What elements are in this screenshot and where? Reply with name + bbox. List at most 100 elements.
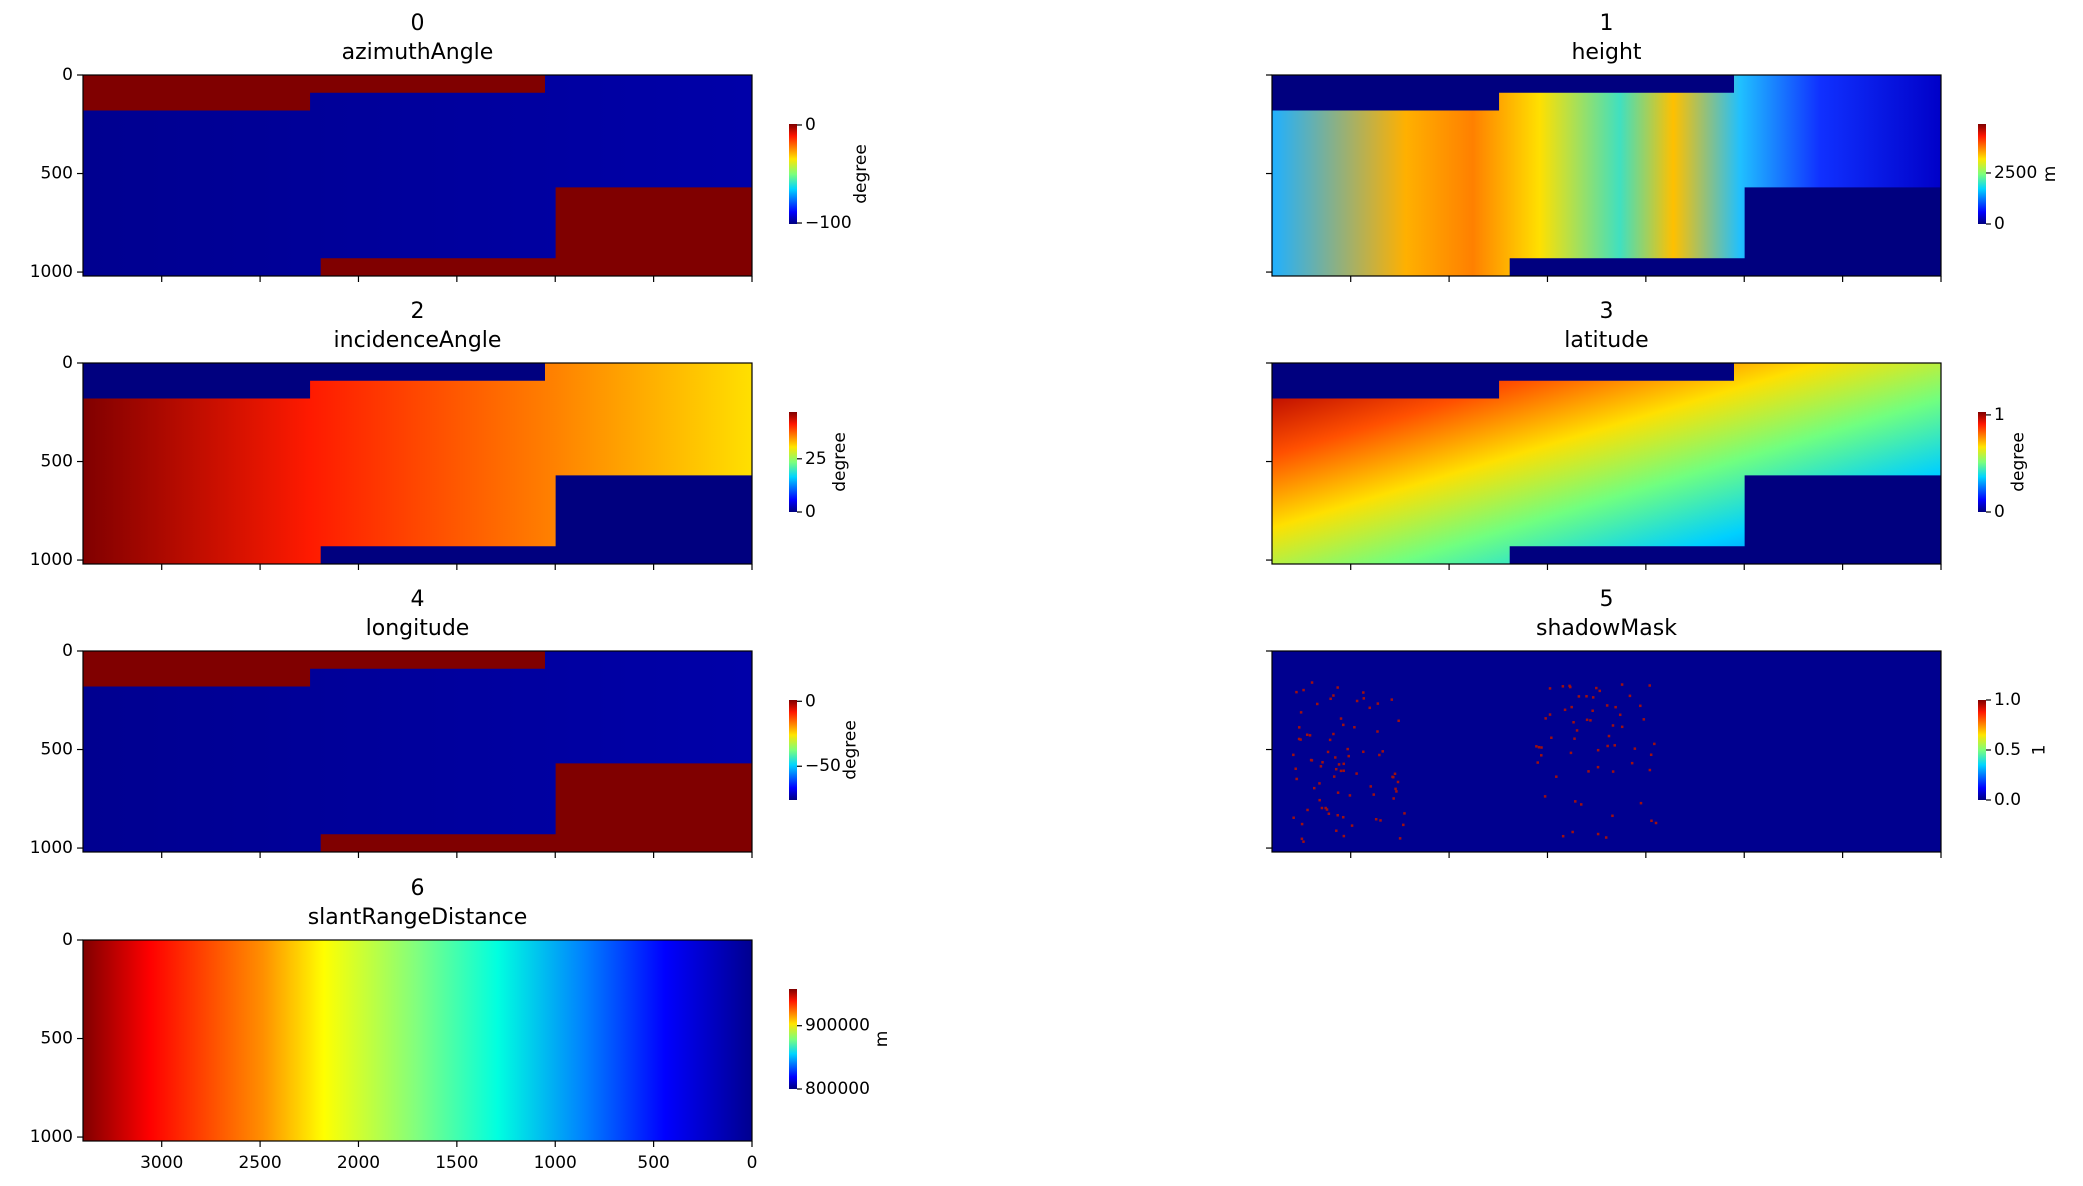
shadow-pixel bbox=[1613, 744, 1616, 747]
shadow-pixel bbox=[1611, 724, 1615, 727]
panel-title: 6 bbox=[411, 876, 425, 901]
y-tick-label: 500 bbox=[41, 1029, 73, 1049]
image-footprint bbox=[83, 363, 752, 564]
shadow-pixel bbox=[1294, 767, 1297, 771]
shadow-pixel bbox=[1368, 706, 1371, 710]
image-footprint bbox=[83, 75, 752, 276]
shadow-pixel bbox=[1639, 704, 1642, 708]
x-tick-label: 500 bbox=[637, 1153, 669, 1173]
image-footprint bbox=[1272, 363, 1941, 564]
shadow-pixel bbox=[1292, 816, 1295, 819]
shadow-pixel bbox=[1561, 685, 1565, 688]
shadow-pixel bbox=[1295, 690, 1298, 694]
colorbar bbox=[789, 700, 797, 800]
shadow-pixel bbox=[1587, 770, 1590, 773]
shadow-pixel bbox=[1572, 721, 1575, 724]
colorbar-label: m bbox=[872, 1031, 892, 1048]
colorbar-label: 1 bbox=[2030, 745, 2050, 756]
colorbar-tick-label: 0 bbox=[1994, 214, 2005, 234]
shadow-pixel bbox=[1346, 747, 1349, 751]
x-tick-label: 3000 bbox=[140, 1153, 183, 1173]
shadow-pixel bbox=[1318, 798, 1321, 802]
colorbar-label: degree bbox=[851, 144, 871, 204]
shadow-pixel bbox=[1577, 695, 1581, 698]
shadow-pixel bbox=[1309, 758, 1313, 762]
colorbar-label: degree bbox=[841, 720, 861, 780]
shadow-pixel bbox=[1628, 694, 1632, 698]
shadow-pixel bbox=[1316, 702, 1319, 706]
shadow-pixel bbox=[1606, 744, 1609, 748]
shadow-pixel bbox=[1596, 832, 1600, 836]
colorbar-tick-label: 1 bbox=[1994, 405, 2005, 425]
shadow-pixel bbox=[1378, 753, 1381, 757]
colorbar-tick-label: 0.5 bbox=[1994, 740, 2021, 760]
shadow-pixel bbox=[1642, 718, 1646, 721]
shadow-pixel bbox=[1305, 733, 1309, 737]
shadow-pixel bbox=[1350, 824, 1354, 827]
shadow-pixel bbox=[1308, 734, 1312, 737]
shadow-pixel bbox=[1395, 790, 1398, 793]
shadow-pixel bbox=[1611, 770, 1615, 773]
shadow-pixel bbox=[1537, 746, 1541, 749]
shadow-pixel bbox=[1633, 747, 1637, 750]
shadow-pixel bbox=[1336, 686, 1339, 689]
shadow-pixel bbox=[1561, 834, 1565, 838]
shadow-pixel bbox=[1591, 696, 1595, 699]
shadow-pixel bbox=[1569, 685, 1572, 689]
panel-title: 4 bbox=[411, 587, 425, 612]
shadow-pixel bbox=[1394, 787, 1397, 791]
shadow-pixel bbox=[1321, 761, 1324, 764]
colorbar bbox=[789, 412, 797, 512]
panel-title: 1 bbox=[1600, 11, 1614, 36]
shadow-pixel bbox=[1334, 756, 1337, 759]
shadow-pixel bbox=[1348, 794, 1352, 797]
shadow-pixel bbox=[1591, 709, 1594, 712]
shadow-pixel bbox=[1355, 772, 1358, 775]
panel-subtitle: shadowMask bbox=[1536, 616, 1677, 641]
colorbar-tick-label: −50 bbox=[805, 756, 841, 776]
shadow-pixel bbox=[1376, 702, 1380, 705]
shadow-pixel bbox=[1353, 726, 1356, 729]
shadow-pixel bbox=[1342, 769, 1345, 773]
shadow-pixel bbox=[1355, 699, 1359, 703]
shadow-pixel bbox=[1336, 791, 1340, 794]
shadow-pixel bbox=[1618, 713, 1622, 717]
shadow-pixel bbox=[1607, 734, 1611, 738]
shadow-pixel bbox=[1639, 801, 1643, 805]
shadow-pixel bbox=[1332, 775, 1336, 778]
shadow-pixel bbox=[1654, 821, 1658, 825]
shadow-pixel bbox=[1579, 803, 1583, 806]
shadow-pixel bbox=[1620, 725, 1624, 729]
shadow-pixel bbox=[1329, 697, 1332, 701]
shadow-pixel bbox=[1397, 719, 1400, 723]
colorbar bbox=[1978, 412, 1986, 512]
colorbar bbox=[789, 989, 797, 1089]
shadow-pixel bbox=[1595, 686, 1598, 690]
shadow-pixel bbox=[1324, 806, 1327, 810]
axes-frame bbox=[82, 939, 753, 1142]
shadow-pixel bbox=[1300, 837, 1304, 841]
shadow-pixel bbox=[1312, 786, 1316, 790]
shadow-pixel bbox=[1544, 717, 1547, 720]
shadow-pixel bbox=[1332, 694, 1335, 697]
shadow-pixel bbox=[1648, 684, 1651, 687]
shadow-pixel bbox=[1570, 705, 1573, 709]
x-tick-label: 1000 bbox=[534, 1153, 577, 1173]
shadow-pixel bbox=[1550, 736, 1553, 739]
y-tick-label: 0 bbox=[62, 930, 73, 950]
shadow-pixel bbox=[1403, 812, 1406, 815]
shadow-pixel bbox=[1295, 777, 1298, 781]
shadow-pixel bbox=[1611, 814, 1614, 818]
colorbar-tick-label: 25 bbox=[805, 449, 827, 469]
shadow-pixel bbox=[1327, 812, 1331, 816]
shadow-pixel bbox=[1362, 697, 1366, 700]
shadow-pixel bbox=[1398, 837, 1402, 840]
colorbar-label: degree bbox=[2009, 432, 2029, 492]
shadow-pixel bbox=[1648, 768, 1652, 772]
shadow-pixel bbox=[1596, 748, 1600, 752]
shadow-pixel bbox=[1319, 765, 1323, 768]
panel-subtitle: azimuthAngle bbox=[342, 40, 494, 65]
image-footprint bbox=[83, 651, 752, 852]
shadow-pixel bbox=[1306, 808, 1309, 812]
